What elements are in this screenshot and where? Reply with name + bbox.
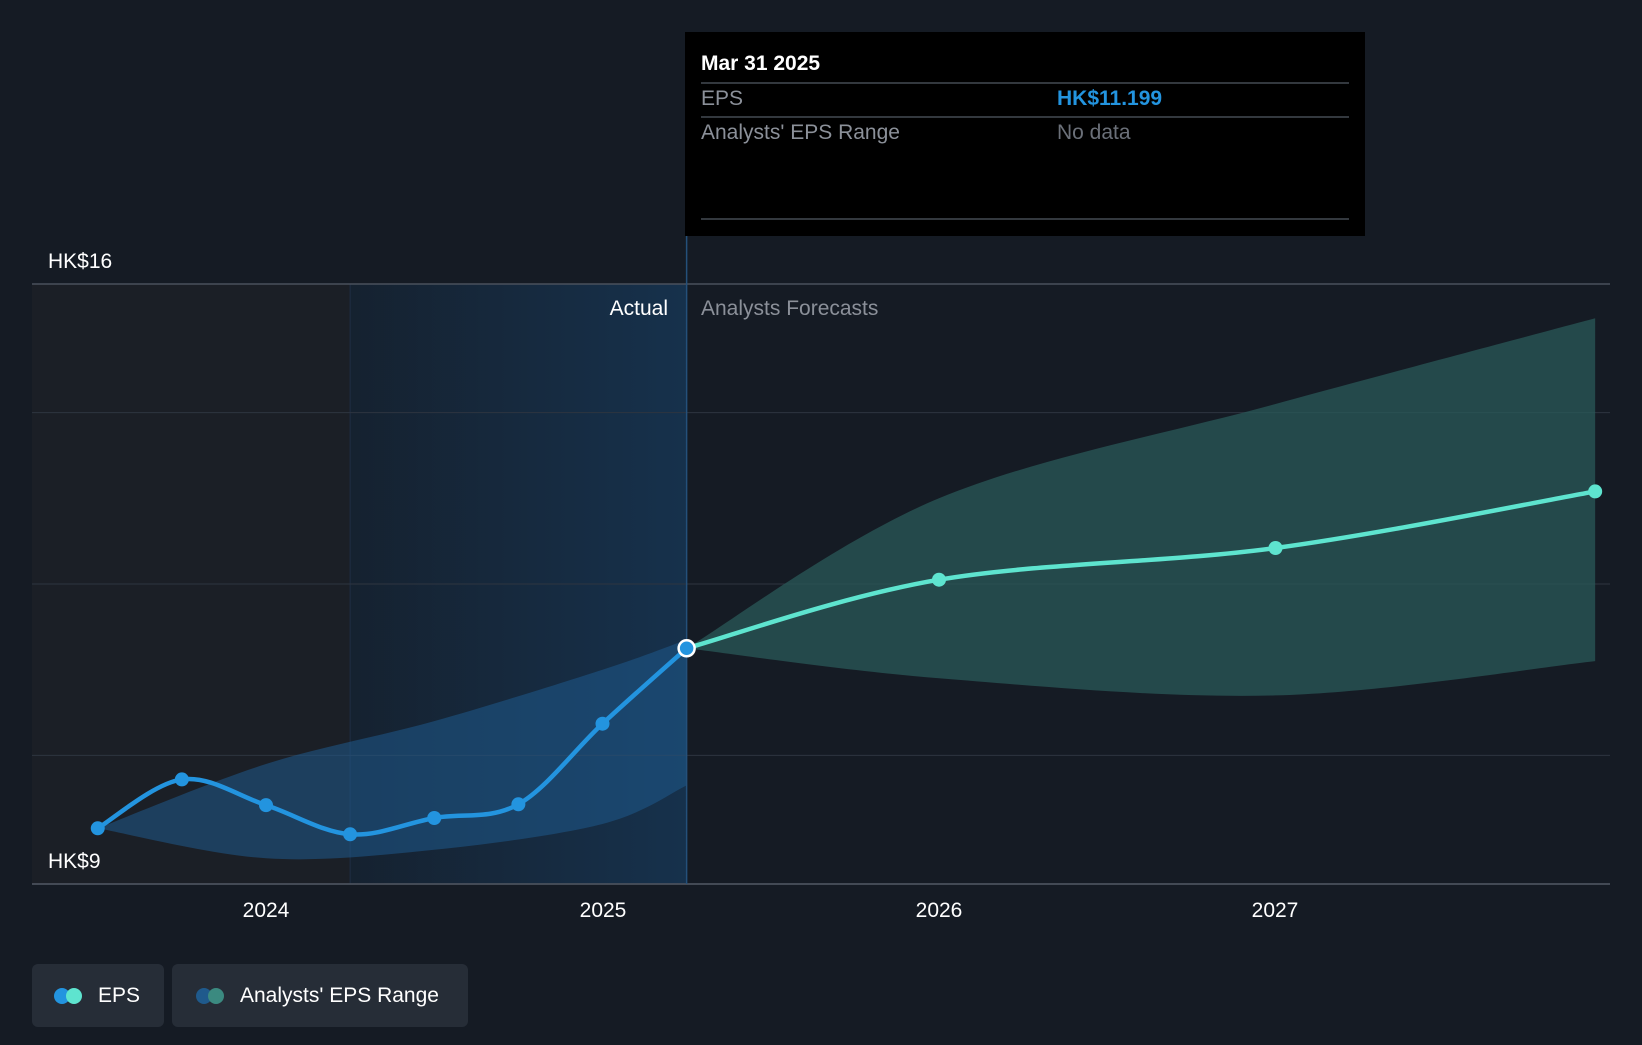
- actual-eps-point: [90, 821, 105, 836]
- forecast-label: Analysts Forecasts: [701, 297, 878, 320]
- tooltip-range-label: Analysts' EPS Range: [701, 121, 900, 144]
- actual-eps-point: [595, 716, 610, 731]
- tooltip-eps-value: HK$11.199: [1057, 87, 1162, 110]
- actual-eps-point: [511, 797, 526, 812]
- actual-eps-point: [343, 827, 358, 842]
- forecast-eps-range-band: [686, 318, 1596, 696]
- x-tick-label: 2024: [243, 899, 290, 922]
- legend-analysts-range[interactable]: Analysts' EPS Range: [172, 964, 468, 1027]
- legend-eps-label: EPS: [98, 983, 141, 1007]
- legend-range-label: Analysts' EPS Range: [240, 983, 439, 1007]
- actual-eps-point: [259, 798, 273, 813]
- forecast-eps-line: [684, 489, 1598, 651]
- tooltip: Mar 31 2025 EPS HK$11.199 Analysts' EPS …: [685, 32, 1365, 236]
- y-label-bottom: HK$9: [48, 850, 101, 873]
- tooltip-background: [685, 32, 1365, 236]
- actual-eps-range-band: [97, 639, 687, 860]
- actual-eps-point: [427, 811, 442, 825]
- forecast-eps-point: [932, 572, 946, 587]
- tooltip-date: Mar 31 2025: [701, 52, 820, 75]
- x-tick-label: 2025: [580, 899, 627, 922]
- x-tick-label: 2026: [916, 899, 963, 922]
- legend-eps[interactable]: EPS: [32, 964, 164, 1027]
- tooltip-range-value: No data: [1057, 121, 1131, 144]
- highlighted-eps-point: [677, 639, 696, 658]
- tooltip-eps-label: EPS: [701, 87, 743, 110]
- forecast-eps-point: [1268, 541, 1283, 555]
- eps-legend-icon: [54, 987, 88, 1005]
- actual-label: Actual: [610, 297, 668, 320]
- forecast-eps-point: [1588, 484, 1603, 499]
- range-legend-icon: [196, 987, 230, 1005]
- actual-eps-point: [174, 772, 189, 787]
- y-label-top: HK$16: [48, 250, 112, 273]
- x-tick-label: 2027: [1252, 899, 1299, 922]
